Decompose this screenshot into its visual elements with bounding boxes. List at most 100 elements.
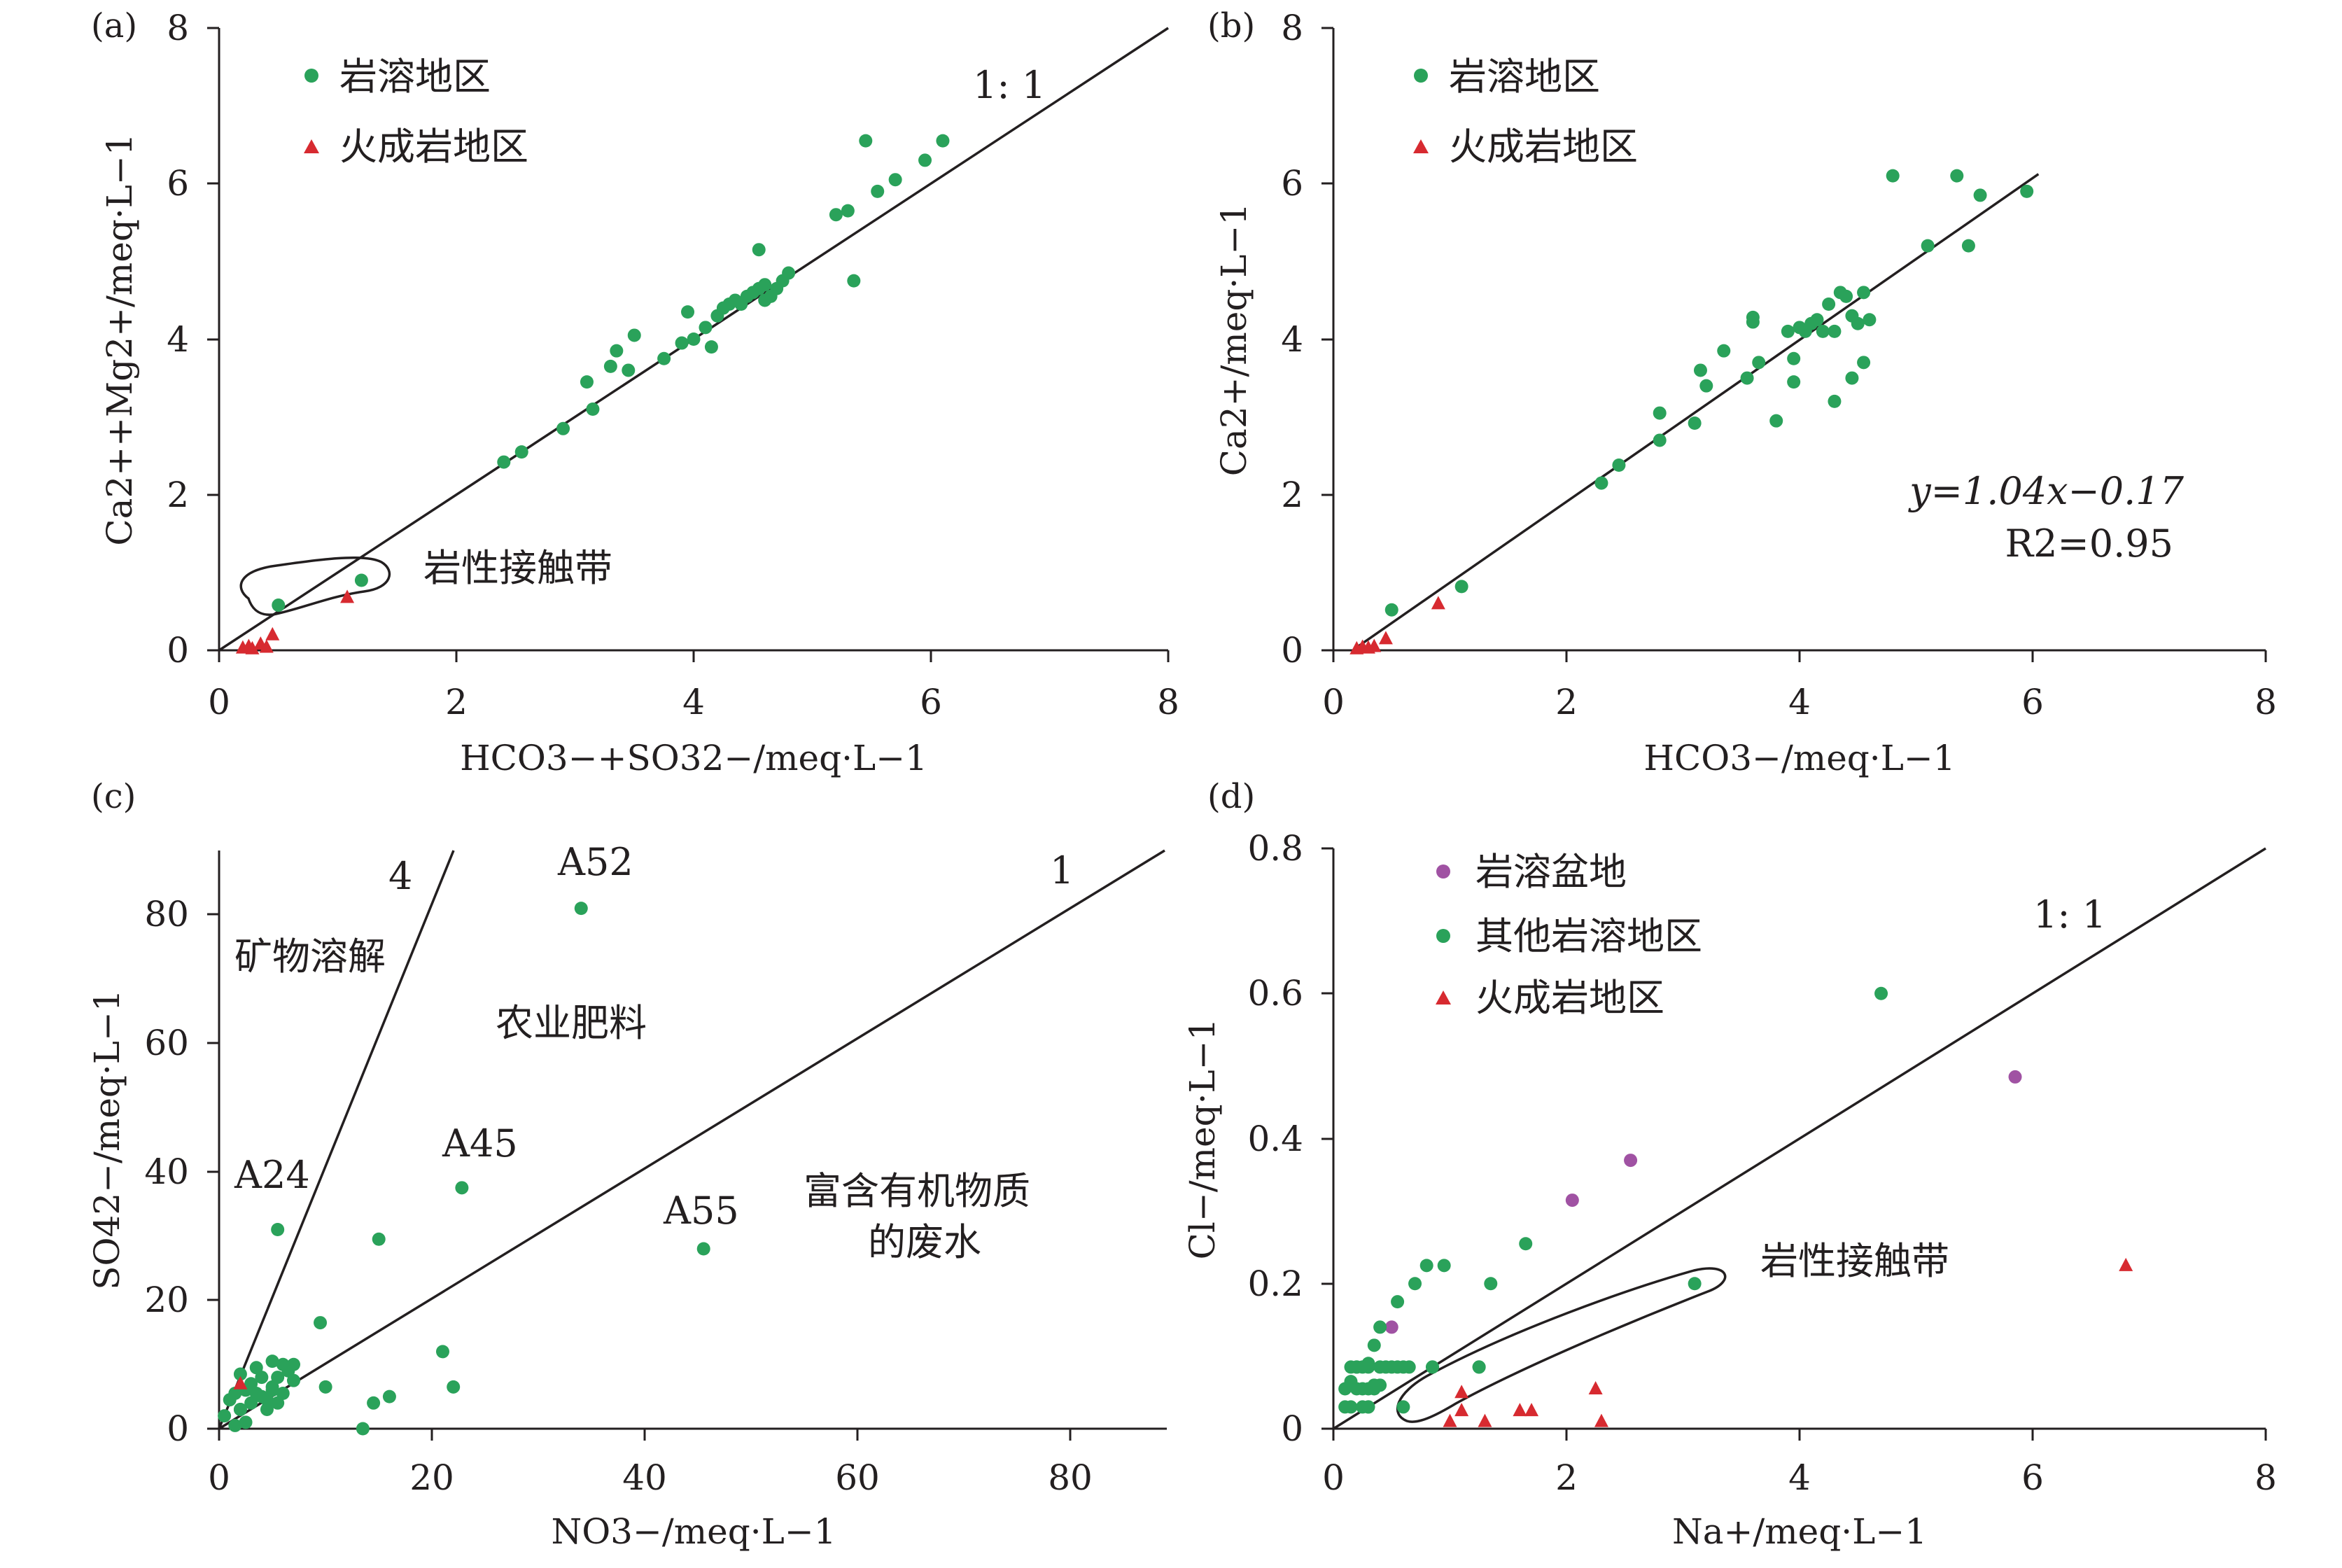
panel-a-point-karst [758, 293, 772, 307]
panel-a-point-karst [918, 153, 932, 167]
panel-b-point-karst [1828, 394, 1842, 408]
panel-a-legend-label-igneous: 火成岩地区 [339, 125, 528, 169]
panel-b-point-karst [1693, 363, 1707, 377]
panel-d-point-basin [1565, 1194, 1579, 1208]
panel-d-legend-label-other-karst: 其他岩溶地区 [1475, 914, 1702, 958]
panel-d-x-tick-label: 8 [2255, 1457, 2277, 1498]
panel-c-y-ticks: 0 20 40 60 80 [144, 894, 219, 1449]
panel-a-reference-label: 1: 1 [973, 63, 1046, 107]
panel-c-x-tick-label: 20 [409, 1457, 454, 1498]
panel-d-y-tick-label: 0.2 [1247, 1264, 1303, 1304]
panel-b-point-karst [1612, 458, 1626, 472]
panel-d-point-igneous [1594, 1413, 1608, 1427]
panel-c: (c) 0 20 40 60 80 0 20 40 60 80 NO3− [87, 777, 1167, 1552]
panel-d-x-tick-label: 0 [1322, 1457, 1345, 1498]
panel-a-x-tick-label: 2 [445, 682, 468, 722]
panel-b-y-ticks: 0 2 4 6 8 [1281, 8, 1333, 671]
panel-b-point-karst [1845, 371, 1859, 385]
panel-c-point-karst [228, 1387, 242, 1401]
panel-a-point-igneous [265, 626, 280, 640]
panel-b-data-points [1349, 169, 2034, 654]
panel-a-point-karst [272, 598, 286, 612]
panel-b-point-igneous [1367, 638, 1382, 652]
panel-c-point-karst [265, 1354, 279, 1368]
panel-b-point-karst [1740, 371, 1754, 385]
panel-d-point-igneous [2119, 1257, 2133, 1271]
panel-a-contact-zone-outline [239, 556, 391, 616]
panel-c-point-karst [271, 1222, 285, 1236]
panel-c-point-karst [314, 1316, 328, 1330]
panel-a-data-points [235, 134, 950, 654]
panel-d-point-karst [1484, 1277, 1498, 1291]
panel-b-point-karst [1810, 313, 1824, 327]
panel-b-y-tick-label: 6 [1281, 163, 1303, 204]
panel-a-x-tick-label: 6 [920, 682, 942, 722]
panel-a-contact-zone-label: 岩性接触带 [423, 546, 612, 590]
panel-a-point-karst [752, 243, 766, 257]
panel-d-point-igneous [1478, 1413, 1492, 1427]
panel-c-label: (c) [91, 777, 136, 816]
panel-a-point-karst [354, 573, 368, 587]
panel-a-point-karst [556, 421, 570, 435]
panel-a-point-karst [580, 375, 594, 389]
panel-a-y-tick-label: 6 [167, 163, 189, 204]
panel-c-point-karst [286, 1373, 300, 1387]
panel-a-point-karst [622, 363, 636, 377]
panel-a-point-igneous [259, 639, 274, 653]
panel-c-point-karst [260, 1402, 274, 1416]
panel-b-y-tick-label: 4 [1281, 319, 1303, 360]
panel-c-point-karst [276, 1387, 290, 1401]
panel-d-point-basin [1624, 1154, 1638, 1168]
panel-c-x-axis-title: NO3−/meq·L−1 [551, 1511, 836, 1552]
panel-b-point-karst [1769, 414, 1783, 428]
panel-d-point-karst [1361, 1360, 1375, 1374]
panel-b-point-karst [1857, 286, 1871, 300]
panel-c-point-karst [696, 1242, 710, 1256]
panel-c-y-tick-label: 40 [144, 1152, 189, 1192]
panel-b-legend: 岩溶地区 火成岩地区 [1413, 55, 1638, 169]
panel-d-point-karst [1373, 1320, 1387, 1334]
panel-d-point-igneous [1454, 1403, 1469, 1417]
panel-c-region-organic-wastewater-2: 的废水 [868, 1220, 981, 1264]
panel-b-point-karst [1454, 580, 1468, 594]
panel-c-point-igneous [233, 1376, 248, 1390]
panel-c-point-karst [286, 1357, 300, 1371]
panel-a-point-karst [699, 321, 713, 335]
panel-d-point-karst [1367, 1338, 1381, 1352]
panel-d-y-ticks: 0 0.2 0.4 0.6 0.8 [1247, 828, 1333, 1449]
panel-d-x-tick-label: 2 [1555, 1457, 1578, 1498]
panel-b-point-igneous [1378, 631, 1393, 645]
panel-d-point-karst [1519, 1237, 1533, 1251]
panel-c-point-karst [455, 1181, 469, 1195]
panel-b-point-karst [1816, 324, 1830, 338]
panel-b-regression-r2: R2=0.95 [2005, 522, 2174, 566]
panel-c-point-label-a55: A55 [663, 1189, 739, 1233]
panel-a-x-tick-label: 8 [1157, 682, 1179, 722]
panel-b-x-tick-label: 2 [1555, 682, 1578, 722]
panel-d-point-karst [1338, 1382, 1352, 1396]
panel-a-y-tick-label: 2 [167, 475, 189, 515]
panel-a-point-karst [586, 402, 600, 416]
panel-a-point-karst [829, 208, 843, 222]
panel-b-regression-line [1356, 173, 2040, 649]
panel-c-data-points [218, 902, 710, 1436]
panel-b-y-tick-label: 8 [1281, 8, 1303, 48]
panel-a-legend: 岩溶地区 火成岩地区 [304, 55, 528, 169]
panel-a-x-ticks: 0 2 4 6 8 [208, 650, 1179, 722]
panel-c-x-ticks: 0 20 40 60 80 [208, 1429, 1093, 1498]
panel-c-point-karst [265, 1383, 279, 1397]
panel-b-point-karst [1839, 289, 1853, 303]
panel-b-legend-label-karst: 岩溶地区 [1449, 55, 1600, 99]
panel-c-x-tick-label: 40 [622, 1457, 667, 1498]
panel-d-legend-marker-basin [1436, 864, 1450, 878]
panel-d-legend-marker-igneous [1436, 990, 1451, 1004]
panel-b-point-karst [1961, 239, 1975, 253]
panel-b-x-tick-label: 6 [2021, 682, 2044, 722]
panel-d-point-basin [1384, 1320, 1398, 1334]
panel-b-point-karst [1845, 309, 1859, 323]
panel-c-point-karst [271, 1371, 285, 1385]
panel-d-y-tick-label: 0.6 [1247, 973, 1303, 1014]
panel-b-point-karst [1886, 169, 1900, 183]
panel-b-point-igneous [1431, 596, 1445, 610]
